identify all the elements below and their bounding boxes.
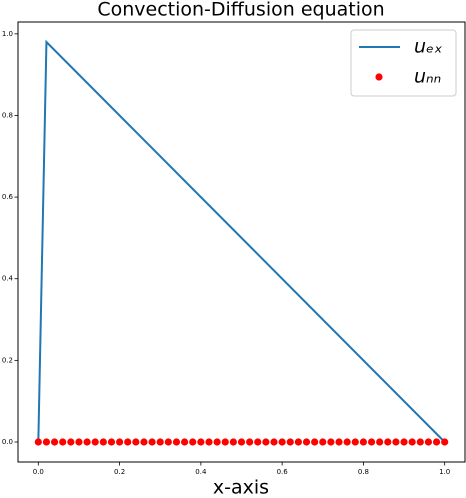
chart-title: Convection-Diffusion equation: [97, 0, 384, 21]
point: [367, 438, 376, 446]
point: [270, 438, 278, 446]
y-tick-label: 0.4: [2, 275, 14, 283]
point: [400, 438, 408, 446]
point: [302, 438, 311, 446]
point: [91, 438, 99, 446]
point: [189, 438, 197, 446]
x-tick-label: 0.4: [195, 468, 207, 476]
point: [311, 438, 319, 446]
point: [59, 438, 67, 446]
point: [132, 438, 140, 446]
point: [441, 438, 449, 446]
point: [246, 438, 254, 446]
point: [343, 438, 351, 446]
y-tick-label: 0.0: [2, 438, 13, 446]
point: [205, 438, 213, 446]
point: [75, 438, 83, 446]
point: [432, 438, 441, 446]
point: [140, 438, 148, 446]
point: [42, 438, 51, 446]
point: [67, 438, 75, 446]
point: [181, 438, 189, 446]
point: [278, 438, 286, 446]
point: [107, 438, 116, 446]
y-tick-label: 0.8: [2, 111, 13, 119]
point: [286, 438, 294, 446]
x-tick-label: 0.0: [33, 468, 44, 476]
y-tick-label: 0.6: [2, 193, 14, 201]
point: [376, 438, 384, 446]
y-tick-label: 1.0: [2, 30, 13, 38]
x-tick-label: 0.8: [358, 468, 369, 476]
point: [156, 438, 164, 446]
point: [99, 438, 107, 446]
point: [327, 438, 335, 446]
point: [262, 438, 270, 446]
point: [408, 438, 416, 446]
legend-marker: [375, 73, 383, 81]
point: [351, 438, 359, 446]
point: [148, 438, 156, 446]
point: [34, 438, 42, 446]
point: [384, 438, 392, 446]
point: [213, 438, 221, 446]
x-tick-label: 1.0: [439, 468, 450, 476]
point: [83, 438, 91, 446]
point: [229, 438, 237, 446]
point: [392, 438, 400, 446]
point: [164, 438, 172, 446]
point: [221, 438, 229, 446]
point: [50, 438, 59, 446]
point: [115, 438, 124, 446]
point: [237, 438, 246, 446]
x-axis-label: x-axis: [213, 477, 269, 498]
point: [172, 438, 181, 446]
x-tick-label: 0.6: [277, 468, 289, 476]
point: [294, 438, 302, 446]
point: [424, 438, 433, 446]
point: [335, 438, 343, 446]
point: [254, 438, 262, 446]
point: [124, 438, 132, 446]
y-tick-label: 0.2: [2, 356, 13, 364]
legend-label: uₙₙ: [414, 66, 441, 88]
plot-frame: [17, 21, 466, 463]
point: [197, 438, 205, 446]
x-tick-label: 0.2: [114, 468, 125, 476]
legend-label: uₑₓ: [414, 36, 442, 58]
point: [319, 438, 327, 446]
point: [416, 438, 424, 446]
line: [37, 39, 446, 443]
point: [359, 438, 368, 446]
